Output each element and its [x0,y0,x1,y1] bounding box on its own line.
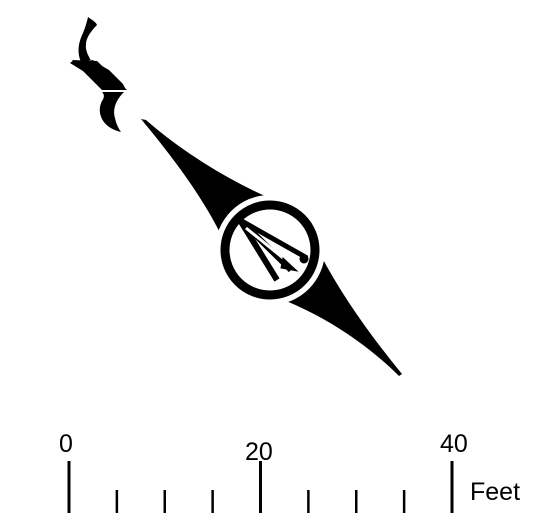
scale-label-0: 0 [59,430,73,458]
compass-inner-hands [237,217,309,282]
scale-unit-label: Feet [470,478,520,506]
scale-label-40: 40 [440,430,468,458]
scale-bar: 0 20 40 Feet [59,430,520,513]
north-arrow [70,17,402,376]
north-letter-glyph [70,17,127,132]
compass-ring [220,200,320,300]
scale-ticks [67,461,454,513]
scale-label-20: 20 [245,438,273,466]
